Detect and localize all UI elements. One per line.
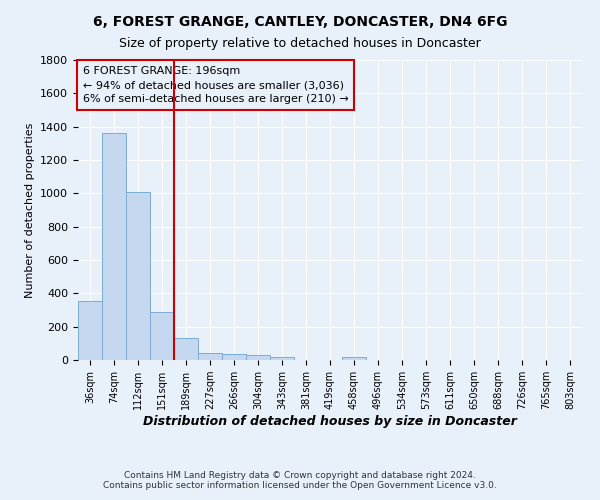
Bar — [342, 356, 366, 360]
Bar — [78, 301, 102, 360]
Text: 6 FOREST GRANGE: 196sqm
← 94% of detached houses are smaller (3,036)
6% of semi-: 6 FOREST GRANGE: 196sqm ← 94% of detache… — [83, 66, 349, 104]
Bar — [150, 312, 174, 360]
Bar — [246, 356, 270, 360]
Y-axis label: Number of detached properties: Number of detached properties — [25, 122, 35, 298]
X-axis label: Distribution of detached houses by size in Doncaster: Distribution of detached houses by size … — [143, 415, 517, 428]
Text: Size of property relative to detached houses in Doncaster: Size of property relative to detached ho… — [119, 38, 481, 51]
Bar — [126, 192, 150, 360]
Bar — [174, 338, 198, 360]
Text: Contains HM Land Registry data © Crown copyright and database right 2024.
Contai: Contains HM Land Registry data © Crown c… — [103, 470, 497, 490]
Bar — [102, 134, 126, 360]
Bar — [198, 353, 222, 360]
Bar — [222, 354, 246, 360]
Bar — [270, 357, 294, 360]
Text: 6, FOREST GRANGE, CANTLEY, DONCASTER, DN4 6FG: 6, FOREST GRANGE, CANTLEY, DONCASTER, DN… — [93, 15, 507, 29]
